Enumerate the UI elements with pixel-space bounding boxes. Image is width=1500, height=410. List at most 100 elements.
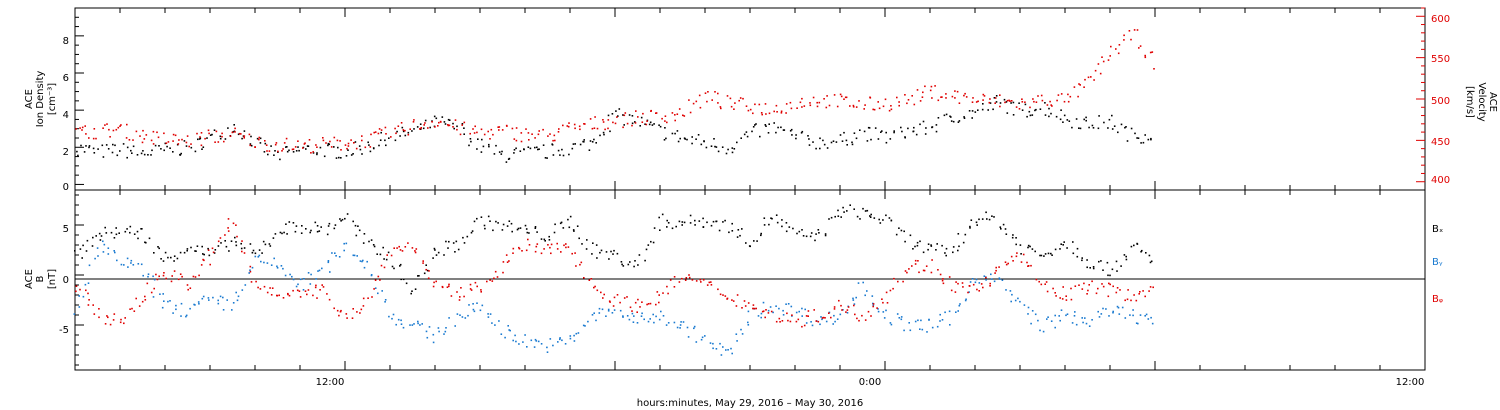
bz-point: [846, 309, 849, 311]
bx-point: [792, 227, 794, 230]
bx-point: [536, 231, 538, 233]
velocity-point: [869, 96, 871, 99]
by-point: [790, 305, 793, 308]
bz-point: [1026, 261, 1028, 264]
density-point: [607, 114, 610, 117]
density-point: [717, 150, 720, 153]
density-point: [841, 140, 844, 142]
bx-point: [1149, 261, 1152, 264]
velocity-point: [921, 96, 924, 98]
by-point: [1144, 315, 1146, 317]
bz-point: [950, 289, 953, 292]
bz-point: [550, 243, 553, 246]
bx-point: [785, 230, 788, 233]
density-point: [241, 137, 243, 140]
bz-point: [480, 289, 482, 291]
velocity-point: [336, 139, 339, 142]
density-point: [111, 151, 114, 154]
velocity-point: [1040, 94, 1043, 97]
velocity-point: [674, 114, 676, 116]
bx-point: [455, 240, 458, 243]
bz-point: [571, 252, 573, 255]
bz-point: [217, 240, 220, 243]
bx-point: [715, 220, 718, 223]
density-point: [931, 126, 933, 129]
by-point: [263, 261, 265, 264]
by-point: [467, 314, 469, 317]
velocity-point: [945, 97, 947, 99]
velocity-point: [799, 101, 802, 104]
bx-point: [1060, 243, 1062, 245]
velocity-point: [816, 101, 818, 104]
bz-point: [736, 294, 739, 296]
velocity-point: [240, 133, 242, 135]
density-point: [529, 147, 532, 150]
velocity-point: [185, 141, 188, 144]
velocity-point: [913, 103, 916, 106]
velocity-point: [803, 105, 806, 107]
bx-point: [849, 204, 851, 206]
bx-point: [801, 229, 803, 231]
density-point: [1120, 123, 1123, 126]
density-point: [298, 149, 300, 152]
bx-point: [745, 242, 747, 244]
bz-point: [641, 301, 643, 303]
density-point: [250, 135, 252, 138]
bz-point: [655, 303, 657, 306]
bx-point: [900, 229, 903, 232]
bx-point: [706, 221, 708, 224]
bx-point: [258, 249, 261, 251]
by-point: [855, 296, 857, 299]
velocity-point: [463, 121, 466, 124]
bx-point: [658, 216, 660, 219]
by-point: [524, 334, 526, 336]
by-point: [846, 312, 849, 314]
density-point: [359, 148, 362, 151]
by-point: [695, 341, 698, 343]
bx-point: [1109, 274, 1111, 277]
density-point: [665, 137, 667, 140]
bx-point: [919, 240, 921, 243]
bz-point: [133, 310, 136, 312]
density-point: [913, 126, 915, 129]
density-point: [591, 141, 594, 143]
by-point: [633, 315, 635, 317]
velocity-point: [370, 133, 372, 136]
bz-point: [669, 279, 672, 281]
bz-point: [146, 282, 149, 285]
by-point: [159, 293, 161, 295]
by-point: [244, 284, 247, 286]
bz-point: [1052, 287, 1054, 290]
bz-point: [427, 277, 430, 279]
velocity-point: [190, 143, 192, 145]
density-point: [219, 135, 222, 138]
velocity-point: [1084, 78, 1086, 81]
density-point: [1108, 118, 1111, 121]
bz-point: [724, 295, 727, 297]
bx-point: [1111, 268, 1114, 271]
bx-point: [99, 239, 102, 241]
density-point: [767, 132, 770, 134]
bz-point: [316, 297, 318, 299]
bx-point: [164, 251, 167, 254]
by-point: [103, 243, 106, 246]
by-point: [169, 300, 171, 302]
bx-point: [554, 223, 556, 226]
bx-point: [610, 250, 612, 253]
velocity-point: [409, 128, 411, 130]
by-point: [153, 278, 156, 281]
by-point: [370, 274, 373, 276]
bx-point: [502, 223, 505, 226]
bx-point: [285, 223, 287, 225]
density-point: [407, 131, 410, 134]
bx-point: [495, 220, 497, 223]
bz-point: [336, 309, 339, 312]
density-point: [1103, 121, 1105, 124]
bz-point: [380, 264, 383, 267]
by-point: [318, 269, 321, 272]
velocity-point: [215, 130, 218, 133]
bz-point: [227, 227, 229, 229]
by-point: [941, 319, 944, 321]
density-point: [1006, 112, 1009, 114]
velocity-point: [614, 122, 617, 125]
